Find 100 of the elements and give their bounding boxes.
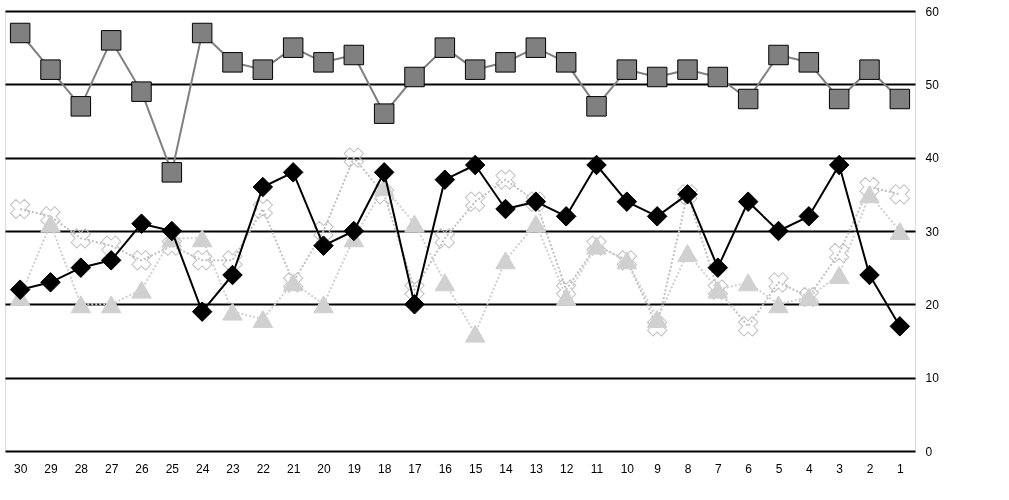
point [707,257,729,278]
x-tick-label: 13 [529,461,544,476]
x-tick-label: 6 [745,461,753,476]
x-tick-label: 1 [896,461,904,476]
y-tick-label: 20 [925,297,940,312]
point [768,295,789,314]
point [404,66,425,88]
point [343,220,365,242]
point [191,229,213,248]
x-tick-label: 7 [714,461,722,476]
point [70,228,91,249]
point [252,310,274,328]
point [586,154,607,176]
y-tick-label: 0 [925,444,933,459]
point [647,316,668,337]
x-tick-label: 24 [195,461,210,476]
point [495,251,516,270]
point [677,244,698,262]
point [434,228,455,249]
point [40,214,61,233]
point [586,96,607,117]
point [859,176,880,198]
point [191,301,213,322]
point [191,22,213,44]
point [374,184,395,205]
point [252,176,274,198]
point [9,22,31,44]
point [100,30,122,51]
point [131,280,152,299]
point [70,257,92,278]
point [616,191,638,212]
x-tick-label: 30 [13,461,28,476]
point [434,169,456,190]
point [131,81,152,102]
point [828,266,850,284]
x-tick-label: 2 [866,461,874,476]
point [10,198,31,220]
point [222,52,243,73]
point [252,198,273,220]
point [313,52,334,73]
point [556,279,577,300]
x-tick-label: 16 [438,461,453,476]
point [161,220,183,242]
point [798,52,820,73]
point [101,235,122,256]
point [737,273,759,292]
x-tick-label: 17 [408,461,422,476]
x-tick-label: 26 [135,461,149,476]
x-tick-label: 29 [44,461,58,476]
x-tick-label: 15 [468,461,483,476]
x-tick-label: 14 [499,461,513,476]
point [313,295,334,314]
x-tick-label: 11 [590,461,604,476]
x-tick-label: 9 [654,461,662,476]
point [222,264,243,286]
point [707,66,729,88]
point [282,37,304,58]
point [404,214,425,233]
point [768,220,789,242]
point [404,279,425,300]
point [495,198,516,220]
y-tick-label: 30 [925,224,940,239]
y-tick-label: 50 [925,77,940,92]
point [373,103,395,124]
x-tick-label: 12 [559,461,574,476]
point [889,88,911,110]
y-tick-label: 60 [925,4,940,19]
point [738,316,759,337]
point [525,37,547,58]
point [555,52,577,73]
point [373,162,395,183]
point [131,213,152,234]
point [40,59,61,80]
point [434,273,456,292]
point [828,88,850,110]
point [495,169,516,190]
point [161,235,182,256]
point [828,154,850,176]
x-tick-label: 22 [256,461,271,476]
point [40,206,61,227]
y-tick-label: 10 [925,371,940,386]
point [555,288,577,306]
point [70,295,92,314]
x-tick-label: 19 [347,461,362,476]
point [646,66,668,88]
point [829,242,850,264]
x-tick-label: 20 [317,461,331,476]
point [161,162,183,183]
point [525,214,547,233]
point [859,59,880,80]
x-tick-label: 10 [620,461,635,476]
point [677,59,698,80]
y-tick-label: 40 [925,151,940,166]
point [616,59,638,80]
x-tick-label: 5 [775,461,783,476]
point [768,272,789,293]
point [464,59,486,80]
point [465,191,486,212]
point [404,294,425,315]
point [434,37,456,58]
